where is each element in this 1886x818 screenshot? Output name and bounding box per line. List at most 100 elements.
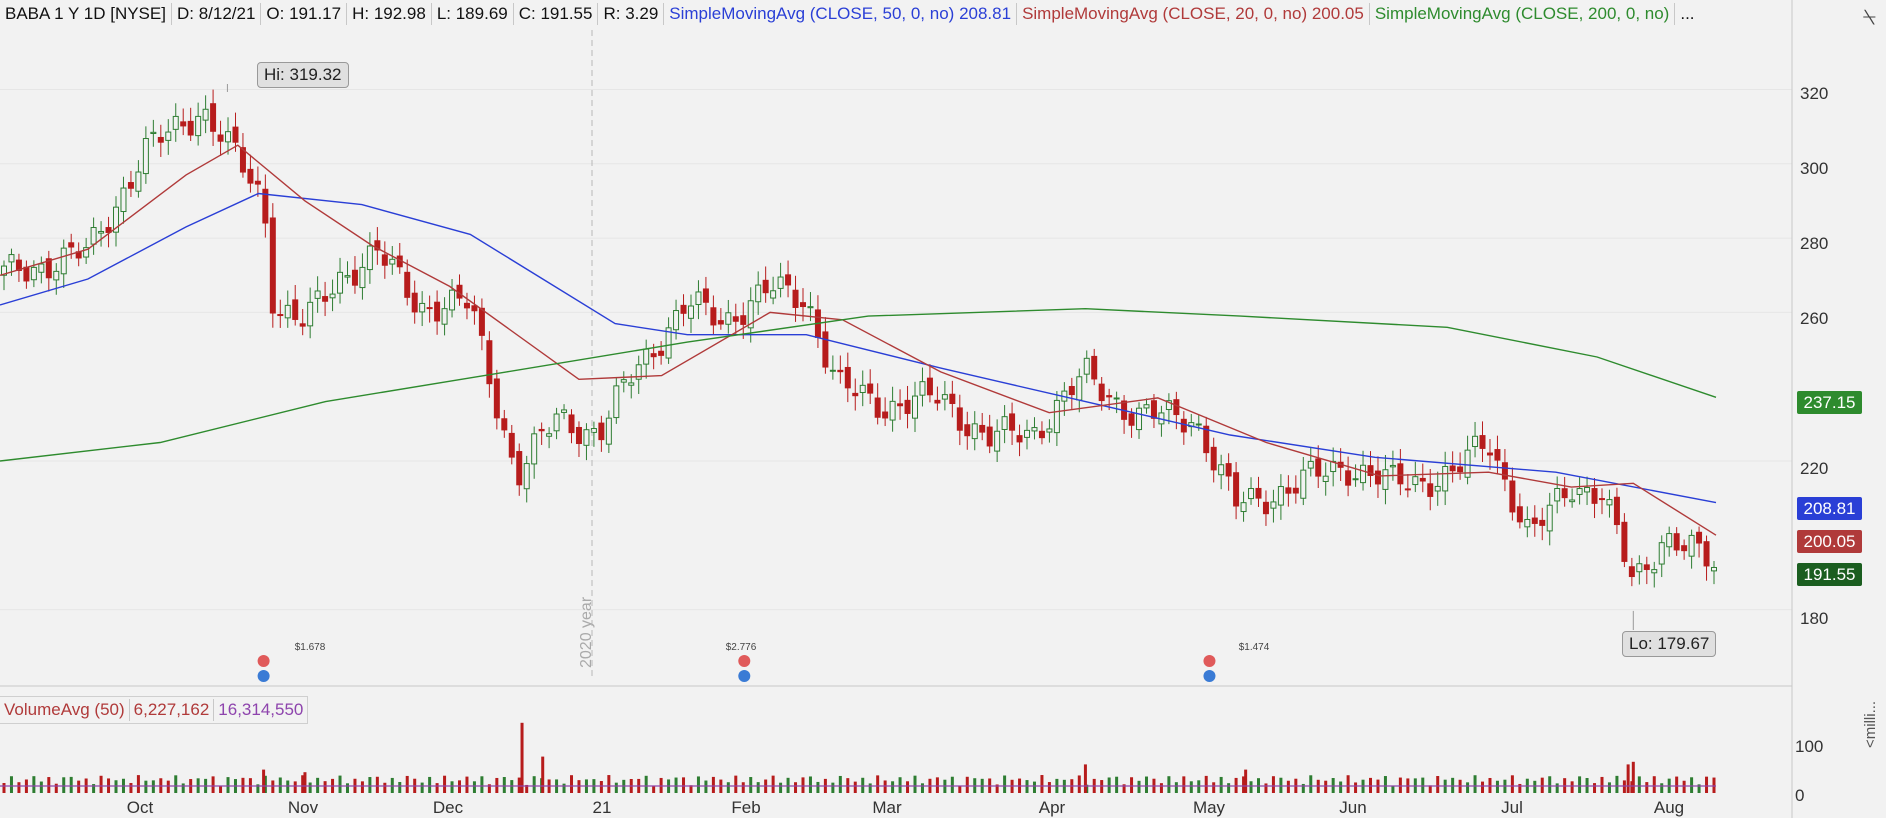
candle-up	[1584, 487, 1591, 493]
volume-bar	[286, 780, 290, 793]
candle-down	[710, 307, 717, 326]
volume-bar	[271, 780, 275, 793]
candle-up	[307, 301, 314, 327]
candle-up	[1307, 460, 1314, 469]
candle-up	[1711, 566, 1717, 572]
candle-down	[1628, 566, 1635, 578]
volume-bar	[801, 777, 805, 793]
year-marker-label: 2020 year	[578, 596, 595, 668]
volume-bar	[1652, 776, 1656, 793]
volume-bar	[181, 783, 185, 793]
drawing-tool-icon[interactable]: ⍀	[1862, 4, 1876, 29]
candle-down	[1613, 496, 1620, 526]
candle-down	[740, 315, 747, 325]
candle-up	[590, 428, 597, 433]
candle-down	[217, 134, 224, 142]
candle-down	[516, 451, 523, 486]
volume-bar	[883, 780, 887, 793]
candle-down	[68, 242, 75, 248]
candle-up	[1412, 476, 1419, 486]
candle-up	[8, 254, 15, 263]
volume-bar	[734, 775, 738, 793]
candle-down	[1098, 383, 1105, 402]
volume-bar	[398, 781, 402, 793]
dividend-marker	[257, 655, 270, 667]
volume-bar	[771, 775, 775, 793]
sma20-label[interactable]: SimpleMovingAvg (CLOSE, 20, 0, no) 200.0…	[1017, 3, 1370, 25]
candle-down	[1509, 480, 1516, 513]
candle-down	[1255, 487, 1262, 499]
volume-bar	[995, 784, 999, 793]
candle-up	[994, 430, 1001, 452]
volume-header: VolumeAvg (50) 6,227,162 16,314,550	[0, 696, 309, 724]
volume-bar	[749, 777, 753, 793]
volume-bar	[278, 777, 282, 793]
candle-down	[867, 383, 874, 394]
sma20-price-tag: 200.05	[1797, 530, 1862, 553]
candle-up	[971, 423, 978, 440]
candle-up	[1464, 449, 1471, 478]
volume-bar	[1615, 775, 1619, 793]
volume-bar-spike	[1626, 764, 1630, 793]
volume-bar	[1279, 777, 1283, 793]
volume-bar	[1032, 781, 1036, 793]
sma50-value: 208.81	[959, 4, 1012, 23]
candle-up	[755, 284, 762, 303]
sma50-label[interactable]: SimpleMovingAvg (CLOSE, 50, 0, no) 208.8…	[664, 3, 1018, 25]
candle-up	[1554, 488, 1561, 502]
candle-up	[1113, 397, 1120, 400]
volume-bar	[1204, 775, 1208, 793]
volume-bar	[1219, 776, 1223, 793]
low-readout: L: 189.69	[432, 3, 514, 25]
volume-bar	[1593, 783, 1597, 793]
candle-up	[329, 293, 336, 299]
volume-bar	[428, 776, 432, 793]
volume-bar	[1182, 776, 1186, 793]
symbol-label[interactable]: BABA 1 Y 1D [NYSE]	[0, 3, 172, 25]
volume-avg-label[interactable]: VolumeAvg (50)	[0, 699, 130, 721]
x-tick-mar: Mar	[872, 798, 902, 817]
volume-bar	[1264, 783, 1268, 793]
candle-down	[1009, 413, 1016, 431]
y-tick-320: 320	[1800, 84, 1829, 103]
volume-bar	[1339, 781, 1343, 793]
volume-bar	[435, 783, 439, 793]
candle-up	[1352, 478, 1359, 481]
candle-up	[38, 263, 45, 273]
more-menu[interactable]: ...	[1680, 4, 1695, 23]
volume-bar	[1607, 782, 1611, 793]
earnings-marker	[257, 670, 270, 682]
candle-up	[613, 385, 620, 419]
volume-bar	[32, 776, 36, 793]
x-tick-jul: Jul	[1501, 798, 1523, 817]
candle-down	[1016, 435, 1023, 443]
volume-bar	[711, 776, 715, 793]
candle-up	[1248, 488, 1255, 500]
dividend-marker	[738, 655, 751, 667]
candle-up	[1031, 427, 1038, 432]
volume-bar	[368, 777, 372, 793]
candle-down	[1621, 521, 1628, 562]
volume-bar	[1383, 776, 1387, 793]
volume-bar	[1697, 784, 1701, 793]
x-tick-jun: Jun	[1339, 798, 1367, 817]
volume-bar-spike	[1083, 764, 1087, 793]
volume-bar	[1705, 776, 1709, 793]
candle-up	[665, 327, 672, 359]
y-tick-220: 220	[1800, 459, 1829, 478]
x-tick-feb: Feb	[731, 798, 761, 817]
candle-up	[1046, 428, 1053, 433]
volume-bar	[935, 777, 939, 793]
sma200-label[interactable]: SimpleMovingAvg (CLOSE, 200, 0, no)	[1370, 3, 1676, 25]
candle-down	[434, 301, 441, 322]
volume-bar	[1077, 775, 1081, 793]
candle-down	[15, 259, 22, 271]
candle-up	[546, 433, 553, 437]
candle-down	[1367, 465, 1374, 476]
candle-up	[1546, 504, 1553, 532]
volume-bar	[913, 775, 917, 793]
last-price-tag: 191.55	[1797, 563, 1862, 586]
candle-up	[165, 131, 172, 141]
x-tick-nov: Nov	[287, 798, 319, 817]
volume-bar	[1690, 777, 1694, 793]
